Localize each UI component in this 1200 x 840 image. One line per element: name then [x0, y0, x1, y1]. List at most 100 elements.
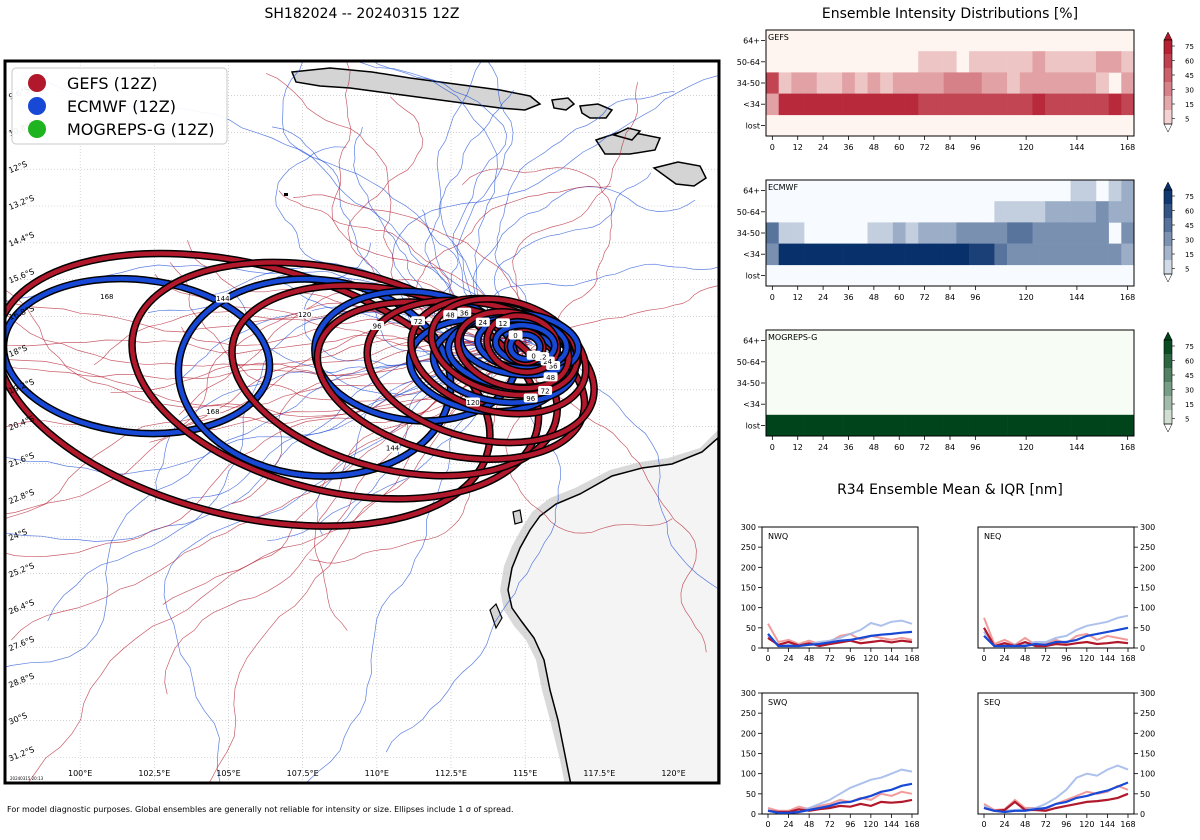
heatmap-xtick-label: 12 [793, 293, 803, 302]
heatmap-xtick-label: 36 [843, 143, 853, 152]
r34-panel-swq: SWQ 300 250 200 150 100 50 00 24 48 72 96 120 144 168 [741, 689, 920, 829]
r34-ytick-label: 150 [741, 584, 756, 593]
r34-panel-label: SWQ [768, 698, 787, 707]
ellipse-hour-label: 24 [475, 317, 490, 327]
heatmap-cell [1121, 243, 1135, 266]
heatmap-cell [1057, 51, 1071, 73]
ellipse-label-text: 72 [414, 318, 423, 326]
r34-line-gefs-iqr [767, 790, 913, 812]
legend-marker-gefs [28, 74, 46, 92]
heatmap-cell [791, 414, 805, 437]
heatmap-cell [1057, 72, 1071, 94]
heatmap-cell [918, 222, 932, 244]
heatmap-cell [1019, 51, 1033, 73]
colorbar-tick-label: 15 [1185, 251, 1194, 259]
heatmap-xtick-label: 48 [869, 443, 879, 452]
ellipse-label-text: 0 [531, 352, 535, 360]
heatmap-cell [892, 72, 906, 94]
heatmap-cell [880, 222, 894, 244]
heatmap-cell [1045, 414, 1059, 437]
heatmap-xtick-label: 96 [970, 443, 980, 452]
colorbar-top-arrow [1163, 31, 1173, 41]
heatmap-cell [943, 414, 957, 437]
r34-ytick-label: 100 [741, 770, 756, 779]
colorbar-tick-label: 5 [1185, 416, 1189, 424]
r34-xtick-label: 96 [845, 820, 855, 829]
r34-line-gefs-mean [983, 792, 1129, 812]
ensemble-track [331, 62, 532, 336]
r34-xtick-label: 168 [1120, 654, 1135, 663]
heatmap-cell [918, 414, 932, 437]
heatmap-cell [969, 414, 983, 437]
ellipse-label-text: 144 [386, 445, 400, 453]
ellipse-hour-label: 48 [543, 372, 558, 382]
heatmap-row-label: <34 [743, 400, 760, 409]
ellipse-label-text: 48 [446, 312, 455, 320]
heatmap-cell [981, 222, 995, 244]
r34-ytick-label: 100 [1140, 770, 1155, 779]
r34-ytick-label: 100 [1140, 604, 1155, 613]
heatmap-cell [1032, 93, 1046, 116]
ellipse-label-bg [538, 385, 553, 395]
r34-frame [761, 692, 919, 815]
ensemble-track [6, 349, 517, 668]
ellipse-label-bg [99, 291, 114, 301]
r34-ytick-label: 0 [751, 810, 756, 819]
r34-frame [977, 692, 1135, 815]
heatmap-xtick-label: 96 [970, 293, 980, 302]
sumba-island [611, 127, 642, 141]
heatmap-cell [981, 243, 995, 266]
r34-xtick-label: 144 [884, 654, 899, 663]
heatmap-title: Ensemble Intensity Distributions [%] [822, 6, 1078, 22]
heatmap-cell [766, 72, 779, 94]
map-timestamp: 20240315 20:13 [10, 776, 44, 781]
heatmap-cell [1032, 72, 1046, 94]
heatmap-cell [1121, 414, 1135, 437]
colorbar-step [1164, 54, 1172, 69]
colorbar-tick-label: 15 [1185, 401, 1194, 409]
heatmap-row-label: <34 [743, 250, 760, 259]
heatmap-cell [1121, 51, 1135, 73]
ellipse-label-bg [508, 330, 523, 340]
lon-label: 105°E [216, 769, 240, 778]
heatmap-cell [981, 72, 995, 94]
r34-frame [761, 526, 919, 649]
heatmap-cell [1057, 222, 1071, 244]
heatmap-cell [994, 414, 1008, 437]
r34-ytick-label: 50 [746, 790, 756, 799]
lon-label: 110°E [365, 769, 389, 778]
heatmap-cell [1007, 243, 1021, 266]
ellipse-label-bg [411, 316, 426, 326]
r34-xtick-label: 48 [804, 820, 814, 829]
heatmap-mogreps: 64+ 50-64 34-50 <34 lost MOGREPS-G 0 12 24 36 48 60… [737, 329, 1194, 452]
heatmap-cell [829, 93, 843, 116]
r34-xtick-label: 24 [783, 654, 793, 663]
heatmap-cell [1095, 51, 1109, 73]
ellipse-label-text: 0 [513, 332, 517, 340]
heatmap-cell [1070, 180, 1084, 202]
colorbar-step [1164, 40, 1172, 55]
heatmap-xtick-label: 48 [869, 143, 879, 152]
heatmap-cell [1070, 72, 1084, 94]
ensemble-track [494, 90, 675, 343]
heatmap-cell [1083, 93, 1097, 116]
r34-panel-neq: NEQ 300 250 200 150 100 50 0 0 24 48 72 96 120 144 168 [977, 523, 1155, 663]
heatmap-cell [791, 222, 805, 244]
colorbar-tick-label: 45 [1185, 72, 1194, 80]
heatmap-cell [778, 222, 792, 244]
ellipse-label-text: 96 [526, 395, 535, 403]
ensemble-track [374, 62, 531, 336]
heatmap-cell [867, 243, 881, 266]
heatmap-cell [930, 243, 944, 266]
heatmap-cell [905, 414, 919, 437]
heatmap-xtick-label: 24 [818, 293, 828, 302]
colorbar-tick-label: 75 [1185, 343, 1194, 351]
heatmap-cell [778, 72, 792, 94]
heatmap-cell [892, 222, 906, 244]
heatmap-cell [1083, 222, 1097, 244]
legend-marker-ecmwf [28, 97, 46, 115]
heatmap-cell [956, 243, 970, 266]
heatmap-cell [1019, 72, 1033, 94]
r34-line-gefs-mean [767, 798, 913, 814]
r34-xtick-label: 168 [1120, 820, 1135, 829]
